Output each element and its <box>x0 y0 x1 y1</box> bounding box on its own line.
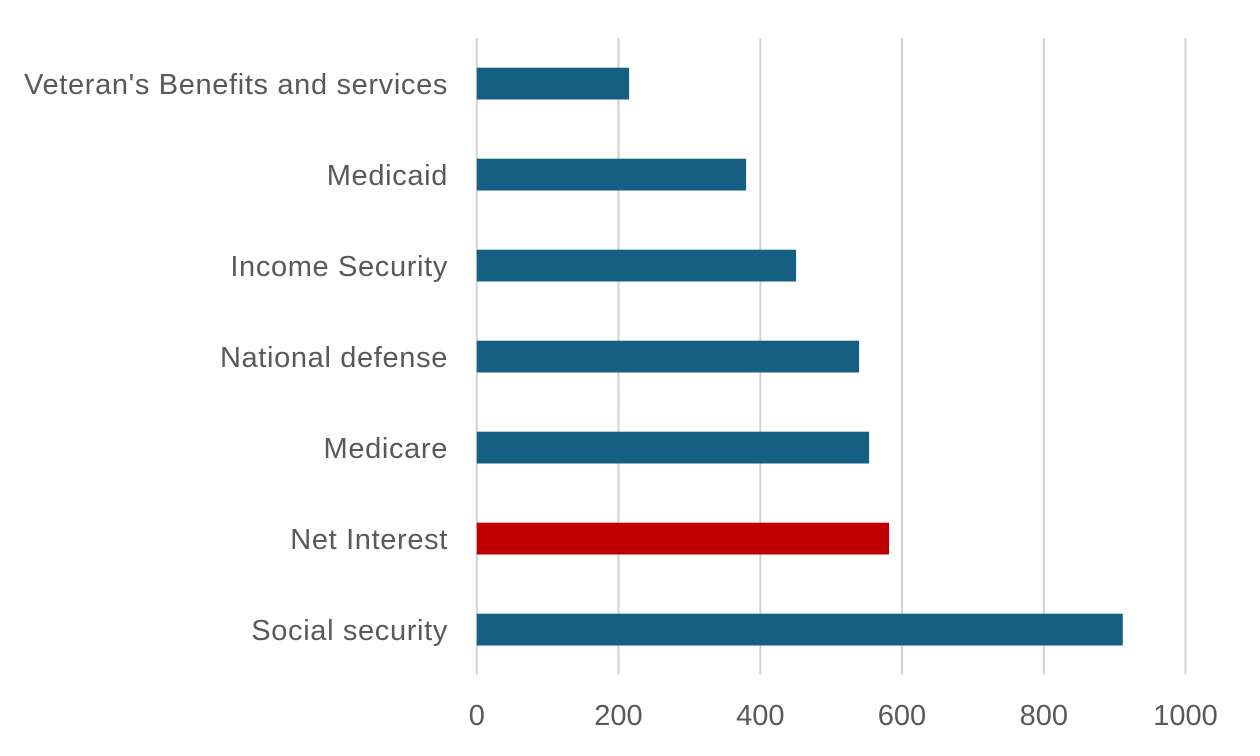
svg-text:1000: 1000 <box>1153 700 1218 732</box>
svg-text:400: 400 <box>736 700 784 732</box>
svg-text:Social security: Social security <box>251 615 448 647</box>
svg-text:800: 800 <box>1020 700 1068 732</box>
svg-text:0: 0 <box>469 700 485 732</box>
svg-text:Veteran's Benefits and service: Veteran's Benefits and services <box>24 69 448 101</box>
svg-text:200: 200 <box>594 700 642 732</box>
svg-text:National defense: National defense <box>220 342 448 374</box>
svg-text:Medicare: Medicare <box>324 433 448 465</box>
svg-text:Medicaid: Medicaid <box>327 160 448 192</box>
svg-text:Net Interest: Net Interest <box>290 524 448 556</box>
svg-text:Income Security: Income Security <box>230 251 448 283</box>
svg-text:600: 600 <box>878 700 926 732</box>
